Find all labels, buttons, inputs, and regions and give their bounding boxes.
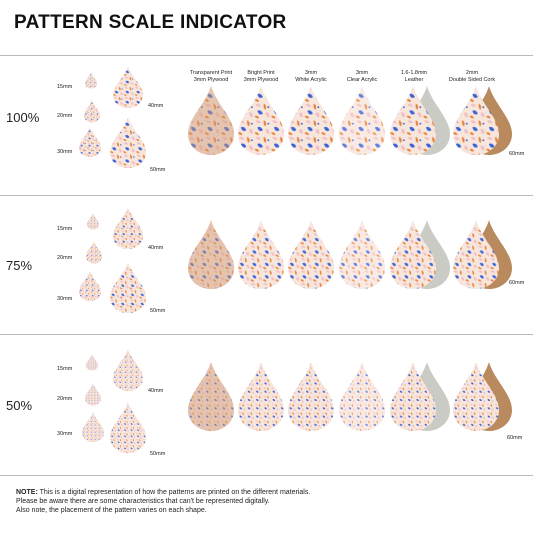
material-header-clear-acrylic: 3mm Clear Acrylic <box>330 70 394 83</box>
material-swatches-50 <box>188 362 512 431</box>
material-line1: Transparent Print <box>189 70 233 76</box>
material-header-white-acrylic: 3mm White Acrylic <box>279 70 343 83</box>
size-label: 15mm <box>57 226 73 232</box>
material-line1: 1.6-1.8mm <box>400 70 428 76</box>
size-label: 30mm <box>57 431 73 437</box>
material-line1: 2mm <box>465 70 479 76</box>
note-text: This is a digital representation of how … <box>37 489 311 496</box>
material-line1: 3mm <box>355 70 369 76</box>
note-line-3: Also note, the placement of the pattern … <box>16 507 207 514</box>
material-swatches-100 <box>188 86 512 155</box>
material-header-bright-plywood: Bright Print 3mm Plywood <box>229 70 293 83</box>
size-label: 60mm <box>507 435 523 441</box>
material-line2: Leather <box>404 76 424 83</box>
size-label: 40mm <box>148 388 164 394</box>
note-line-2: Please be aware there are some character… <box>16 498 270 505</box>
material-line1: 3mm <box>304 70 318 76</box>
size-label: 20mm <box>57 113 73 119</box>
scale-label: 75% <box>6 258 33 273</box>
section-divider <box>0 475 533 476</box>
material-header-leather: 1.6-1.8mm Leather <box>382 70 446 83</box>
size-label: 50mm <box>150 451 166 457</box>
size-label: 20mm <box>57 396 73 402</box>
size-guide-100 <box>79 66 146 168</box>
size-label: 40mm <box>148 103 164 109</box>
material-header-cork: 2mm Double Sided Cork <box>440 70 504 83</box>
size-label: 50mm <box>150 308 166 314</box>
size-label: 20mm <box>57 255 73 261</box>
page-title: PATTERN SCALE INDICATOR <box>14 12 287 33</box>
size-label: 15mm <box>57 84 73 90</box>
scale-label: 50% <box>6 398 33 413</box>
material-line2: White Acrylic <box>295 76 327 83</box>
section-divider <box>0 55 533 56</box>
material-swatches-75 <box>188 220 512 289</box>
section-divider <box>0 195 533 196</box>
scale-label: 100% <box>6 110 40 125</box>
size-label: 60mm <box>509 280 525 286</box>
size-label: 50mm <box>150 167 166 173</box>
material-line2: Double Sided Cork <box>448 76 496 83</box>
size-guide-50 <box>82 349 146 453</box>
size-label: 15mm <box>57 366 73 372</box>
size-label: 30mm <box>57 149 73 155</box>
size-label: 30mm <box>57 296 73 302</box>
size-label: 60mm <box>509 151 525 157</box>
material-header-transparent-plywood: Transparent Print 3mm Plywood <box>179 70 243 83</box>
section-divider <box>0 334 533 335</box>
size-label: 40mm <box>148 245 164 251</box>
footer-note: NOTE: This is a digital representation o… <box>16 488 521 515</box>
material-line1: Bright Print <box>247 70 275 76</box>
size-guide-75 <box>79 207 146 313</box>
material-line2: Clear Acrylic <box>346 76 378 83</box>
note-label: NOTE: <box>16 489 38 496</box>
note-line-1: NOTE: This is a digital representation o… <box>16 488 521 497</box>
material-line2: 3mm Plywood <box>243 76 279 83</box>
material-line2: 3mm Plywood <box>193 76 229 83</box>
